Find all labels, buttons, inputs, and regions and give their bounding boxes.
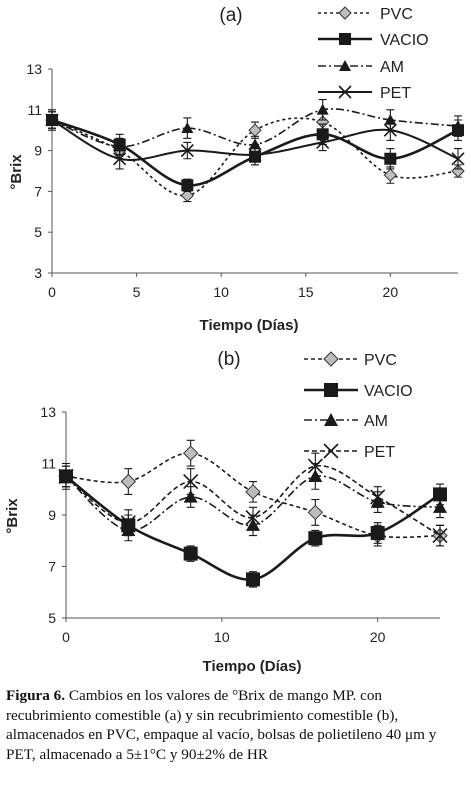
- legend-label-pvc: PVC: [380, 6, 413, 23]
- data-point-pet: [451, 152, 465, 166]
- figure-caption: Figura 6. Cambios en los valores de °Bri…: [6, 686, 468, 764]
- x-tick-label: 20: [370, 629, 386, 645]
- y-axis-label: °Brix: [4, 498, 21, 534]
- x-tick-label: 20: [383, 284, 399, 300]
- y-tick-label: 9: [34, 143, 42, 159]
- data-point-pvc: [307, 504, 324, 521]
- legend-item-pet: PET: [304, 443, 395, 461]
- legend-square-marker: [324, 383, 338, 397]
- data-point-am: [183, 489, 198, 503]
- data-point-pvc: [120, 473, 137, 490]
- x-axis-label: Tiempo (Días): [203, 658, 302, 675]
- x-tick-label: 5: [133, 284, 141, 300]
- data-point-pvc: [245, 484, 261, 500]
- legend-label-vacio: VACIO: [380, 32, 429, 49]
- y-tick-label: 3: [34, 265, 42, 281]
- data-point-am: [384, 114, 397, 125]
- legend-x-marker: [323, 443, 339, 459]
- caption-label: Figura 6.: [6, 687, 66, 704]
- legend-triangle-marker: [339, 60, 351, 71]
- legend-label-am: AM: [364, 413, 388, 430]
- data-point-vacio: [433, 487, 447, 502]
- data-point-am: [249, 138, 261, 150]
- x-tick-label: 10: [213, 284, 229, 300]
- legend-item-am: AM: [318, 59, 404, 76]
- data-point-am: [316, 103, 329, 115]
- data-point-pet: [316, 135, 330, 150]
- data-point-pet: [432, 528, 448, 544]
- caption-text: Cambios en los valores de °Brix de mango…: [6, 687, 437, 763]
- data-point-pvc: [248, 123, 262, 137]
- chart-b: (b) PVC VACIO AM PET °Brix Tiempo (Días)…: [4, 349, 448, 675]
- legend: PVC VACIO AM PET: [304, 351, 413, 461]
- legend-item-pvc: PVC: [304, 351, 397, 369]
- y-tick-label: 11: [41, 456, 56, 472]
- legend-diamond-marker: [338, 6, 352, 20]
- y-axis-label: °Brix: [8, 154, 25, 190]
- data-point-pet: [45, 113, 59, 127]
- data-point-pet: [307, 458, 323, 474]
- chart-a: (a) PVC VACIO AM PET °Brix Tiempo (Días)…: [8, 5, 465, 334]
- data-point-vacio: [183, 546, 198, 561]
- legend-label-pet: PET: [380, 85, 411, 102]
- y-tick-label: 11: [27, 102, 42, 118]
- x-tick-label: 0: [48, 284, 56, 300]
- legend-item-pvc: PVC: [318, 6, 413, 23]
- x-tick-label: 15: [298, 284, 314, 300]
- chart-title: (a): [219, 5, 242, 26]
- data-point-pet: [383, 123, 397, 137]
- data-point-pvc: [182, 445, 199, 461]
- legend-label-am: AM: [380, 59, 404, 76]
- legend-triangle-marker: [324, 413, 338, 426]
- legend-item-am: AM: [304, 413, 388, 430]
- x-tick-label: 0: [62, 629, 70, 645]
- data-point-vacio: [384, 152, 397, 165]
- data-point-pet: [120, 515, 136, 531]
- data-point-pet: [245, 510, 261, 526]
- legend-diamond-marker: [323, 351, 339, 367]
- y-tick-label: 5: [48, 610, 56, 626]
- y-tick-label: 13: [40, 404, 56, 420]
- data-point-pet: [183, 473, 199, 490]
- data-point-vacio: [246, 572, 260, 587]
- series-pet: [58, 452, 448, 547]
- legend: PVC VACIO AM PET: [318, 6, 429, 102]
- legend-label-pet: PET: [364, 444, 395, 461]
- x-axis-label: Tiempo (Días): [200, 317, 299, 334]
- legend-item-vacio: VACIO: [318, 32, 429, 49]
- data-point-pet: [248, 148, 262, 162]
- data-point-am: [181, 122, 194, 133]
- data-point-am: [452, 120, 464, 131]
- legend-label-pvc: PVC: [364, 352, 397, 369]
- y-tick-label: 9: [48, 507, 56, 523]
- y-tick-label: 5: [34, 224, 42, 240]
- data-point-vacio: [370, 526, 385, 541]
- y-tick-label: 7: [34, 183, 42, 199]
- data-point-pvc: [180, 188, 195, 203]
- legend-item-vacio: VACIO: [304, 383, 413, 400]
- data-point-pet: [180, 144, 194, 158]
- legend-label-vacio: VACIO: [364, 383, 413, 400]
- data-point-am: [433, 500, 447, 513]
- data-point-vacio: [181, 179, 194, 192]
- y-tick-label: 7: [48, 559, 56, 575]
- legend-x-marker: [338, 85, 352, 99]
- data-point-pet: [113, 152, 127, 166]
- legend-square-marker: [339, 33, 351, 45]
- y-tick-label: 13: [26, 61, 42, 77]
- data-point-pvc: [383, 168, 398, 182]
- legend-item-pet: PET: [318, 85, 411, 102]
- series-pet: [45, 109, 465, 170]
- data-point-pet: [370, 489, 386, 505]
- chart-title: (b): [217, 349, 240, 370]
- data-point-pet: [58, 468, 74, 484]
- data-point-vacio: [308, 531, 323, 546]
- x-tick-label: 10: [214, 629, 230, 645]
